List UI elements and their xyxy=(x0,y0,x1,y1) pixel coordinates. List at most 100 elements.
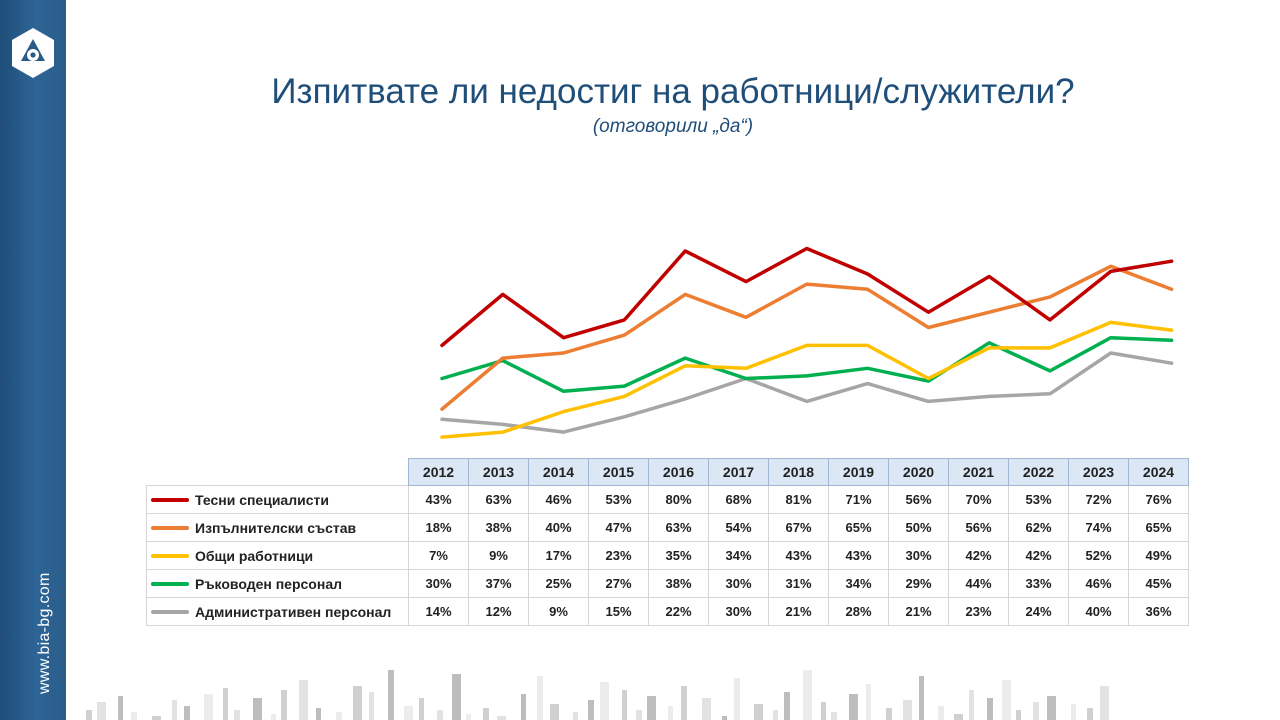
skyline-bar xyxy=(821,702,826,720)
skyline-bar xyxy=(271,714,276,720)
data-cell: 46% xyxy=(528,485,589,514)
skyline-bar xyxy=(388,670,394,720)
decorative-skyline xyxy=(86,670,1109,720)
data-cell: 42% xyxy=(1008,541,1069,570)
data-cell: 45% xyxy=(1128,569,1189,598)
data-cell: 21% xyxy=(888,597,949,626)
slide-subtitle: (отговорили „да“) xyxy=(592,116,754,137)
data-cell: 71% xyxy=(828,485,889,514)
skyline-bar xyxy=(353,686,362,720)
skyline-bar xyxy=(903,700,912,720)
skyline-bar xyxy=(588,700,594,720)
series-label: Общи работници xyxy=(146,541,409,570)
skyline-bar xyxy=(537,676,543,720)
legend-key xyxy=(151,610,189,615)
data-cell: 33% xyxy=(1008,569,1069,598)
skyline-bar xyxy=(497,716,506,720)
skyline-bar xyxy=(466,714,471,720)
series-line-1 xyxy=(440,246,1174,348)
data-cell: 38% xyxy=(468,513,529,542)
year-header-2021: 2021 xyxy=(948,458,1009,486)
data-cell: 81% xyxy=(768,485,829,514)
data-cell: 46% xyxy=(1068,569,1129,598)
data-cell: 38% xyxy=(648,569,709,598)
data-cell: 30% xyxy=(408,569,469,598)
data-cell: 12% xyxy=(468,597,529,626)
skyline-bar xyxy=(131,712,137,720)
skyline-bar xyxy=(1033,702,1039,720)
year-header-2020: 2020 xyxy=(888,458,949,486)
legend-label: Изпълнителски състав xyxy=(195,519,357,536)
data-cell: 9% xyxy=(468,541,529,570)
skyline-bar xyxy=(954,714,963,720)
data-cell: 34% xyxy=(708,541,769,570)
skyline-bar xyxy=(223,688,228,720)
series-line-4 xyxy=(440,335,1174,394)
skyline-bar xyxy=(184,706,190,720)
data-cell: 63% xyxy=(648,513,709,542)
skyline-bar xyxy=(152,716,161,720)
skyline-bar xyxy=(369,692,374,720)
skyline-bar xyxy=(253,698,262,720)
skyline-bar xyxy=(668,706,673,720)
data-table: 2012 2013 2014 2015 2016 2017 2018 2019 2020 2021… xyxy=(146,458,1189,626)
legend-label: Тесни специалисти xyxy=(195,491,329,508)
data-cell: 53% xyxy=(1008,485,1069,514)
skyline-bar xyxy=(299,680,308,720)
skyline-bar xyxy=(919,676,924,720)
skyline-bar xyxy=(1047,696,1056,720)
series-label: Административен персонал xyxy=(146,597,409,626)
skyline-bar xyxy=(452,674,461,720)
skyline-bar xyxy=(204,694,213,720)
legend-label: Ръководен персонал xyxy=(195,575,342,592)
legend-key xyxy=(151,498,189,503)
data-cell: 80% xyxy=(648,485,709,514)
data-cell: 34% xyxy=(828,569,889,598)
year-header-2012: 2012 xyxy=(408,458,469,486)
skyline-bar xyxy=(784,692,790,720)
skyline-bar xyxy=(86,710,92,720)
skyline-bar xyxy=(172,700,177,720)
website-url[interactable]: www.bia-bg.com xyxy=(36,572,53,694)
skyline-bar xyxy=(866,684,871,720)
data-cell: 76% xyxy=(1128,485,1189,514)
data-cell: 42% xyxy=(948,541,1009,570)
skyline-bar xyxy=(234,710,240,720)
bia-logo-icon xyxy=(12,28,54,78)
legend-key xyxy=(151,526,189,531)
data-cell: 27% xyxy=(588,569,649,598)
data-cell: 36% xyxy=(1128,597,1189,626)
data-cell: 43% xyxy=(828,541,889,570)
year-header-2016: 2016 xyxy=(648,458,709,486)
sidebar: www.bia-bg.com xyxy=(0,0,66,720)
series-line-5 xyxy=(440,351,1174,434)
legend-key xyxy=(151,554,189,559)
data-cell: 18% xyxy=(408,513,469,542)
skyline-bar xyxy=(636,710,642,720)
skyline-bar xyxy=(336,712,342,720)
data-cell: 56% xyxy=(948,513,1009,542)
year-header-2022: 2022 xyxy=(1008,458,1069,486)
slide-title: Изпитвате ли недостиг на работници/служи… xyxy=(271,72,1075,111)
skyline-bar xyxy=(1100,686,1109,720)
data-row: Ръководен персонал 30% 37% 25% 27% 38% 30% 31% 3… xyxy=(146,569,1189,598)
series-label: Тесни специалисти xyxy=(146,485,409,514)
data-row: Административен персонал 14% 12% 9% 15% 22% 30… xyxy=(146,597,1189,626)
skyline-bar xyxy=(118,696,123,720)
data-cell: 37% xyxy=(468,569,529,598)
series-line-2 xyxy=(440,264,1174,411)
data-cell: 72% xyxy=(1068,485,1129,514)
skyline-bar xyxy=(849,694,858,720)
skyline-bar xyxy=(754,704,763,720)
skyline-bar xyxy=(437,710,443,720)
data-cell: 7% xyxy=(408,541,469,570)
data-cell: 47% xyxy=(588,513,649,542)
skyline-bar xyxy=(1002,680,1011,720)
skyline-bar xyxy=(97,702,106,720)
legend-key xyxy=(151,582,189,587)
data-cell: 40% xyxy=(528,513,589,542)
data-cell: 67% xyxy=(768,513,829,542)
skyline-bar xyxy=(702,698,711,720)
legend-label: Общи работници xyxy=(195,547,314,564)
year-header-row: 2012 2013 2014 2015 2016 2017 2018 2019 2020 2021… xyxy=(147,458,1189,486)
